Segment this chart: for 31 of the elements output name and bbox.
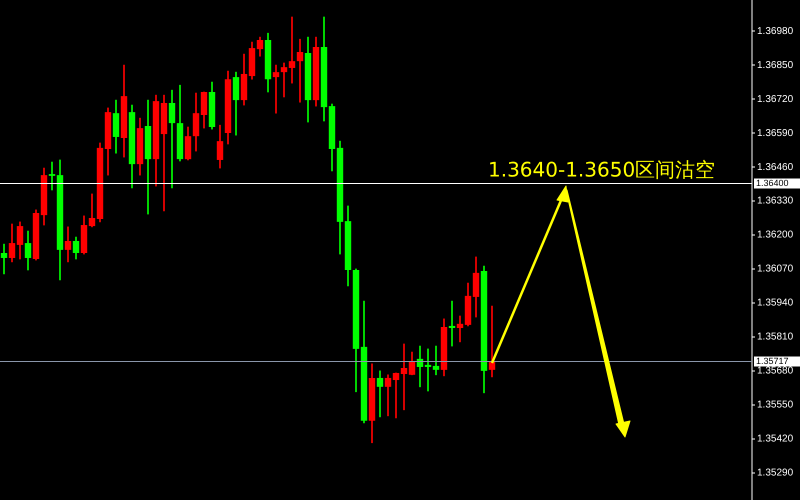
- candlestick: [456, 316, 464, 342]
- candlestick: [168, 90, 176, 188]
- candlestick: [0, 244, 8, 274]
- y-tick-label: 1.35810: [757, 332, 794, 343]
- y-tick-label: 1.36460: [757, 162, 794, 173]
- y-tick-label: 1.35680: [757, 366, 794, 377]
- candlestick: [376, 370, 384, 418]
- y-tick-label: 1.36070: [757, 264, 794, 275]
- candlestick: [280, 62, 288, 98]
- candlestick: [288, 16, 296, 84]
- candlestick: [392, 372, 400, 418]
- candlestick: [432, 346, 440, 376]
- y-tick-label: 1.36850: [757, 60, 794, 71]
- candlestick: [400, 344, 408, 410]
- candlestick: [88, 194, 96, 228]
- candlestick: [48, 162, 56, 190]
- ref-line-label: 1.35717: [756, 356, 789, 366]
- ref-line-label: 1.36400: [756, 178, 789, 188]
- y-tick-label: 1.36720: [757, 94, 794, 105]
- y-tick-label: 1.35940: [757, 298, 794, 309]
- candlestick: [272, 64, 280, 114]
- annotation: 1.3640-1.3650区间沽空: [488, 158, 716, 182]
- y-tick-label: 1.35550: [757, 400, 794, 411]
- candlestick: [384, 374, 392, 416]
- y-tick-label: 1.35420: [757, 434, 794, 445]
- y-tick-label: 1.36200: [757, 230, 794, 241]
- y-tick-label: 1.36590: [757, 128, 794, 139]
- y-tick-label: 1.36980: [757, 26, 794, 37]
- candlestick: [296, 38, 304, 103]
- y-tick-label: 1.35290: [757, 468, 794, 479]
- y-tick-label: 1.36330: [757, 196, 794, 207]
